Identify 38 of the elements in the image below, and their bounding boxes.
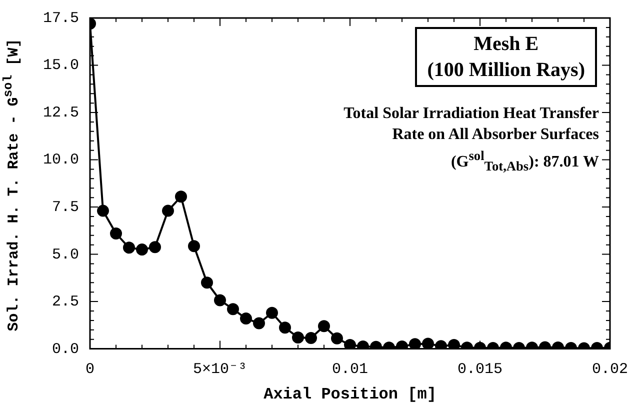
point xyxy=(422,338,434,349)
point xyxy=(292,331,304,344)
x-tick-label: 5×10⁻³ xyxy=(192,360,248,378)
x-tick-label: 0.015 xyxy=(457,360,503,378)
point xyxy=(175,190,187,203)
y-tick-label: 2.5 xyxy=(52,294,79,311)
x-tick-label: 0.02 xyxy=(592,360,628,378)
point xyxy=(97,204,109,217)
point xyxy=(344,339,356,349)
annotation: Mesh E (100 Million Rays) xyxy=(415,27,597,87)
point xyxy=(409,338,421,349)
point xyxy=(149,241,161,254)
point xyxy=(253,317,265,330)
y-tick-label: 7.5 xyxy=(52,198,79,216)
point xyxy=(136,244,148,256)
y-tick-label: 0.0 xyxy=(52,340,79,358)
y-tick-label: 12.5 xyxy=(42,104,79,122)
x-axis-title: Axial Position [m] xyxy=(264,385,436,404)
point xyxy=(266,306,278,319)
point xyxy=(318,320,330,332)
y-tick-label: 10.0 xyxy=(42,152,79,169)
point xyxy=(331,332,343,344)
x-tick-label: 0 xyxy=(85,360,95,378)
annotation: Total Solar Irradiation Heat Transfer Rate on All Absorber Surfaces (G$^{sol}$$_{Tot,Abs}$): 87.01 W xyxy=(342,104,599,176)
point xyxy=(123,242,135,254)
y-tick-label: 15.0 xyxy=(42,57,79,74)
point xyxy=(214,294,226,306)
point xyxy=(279,322,291,334)
point xyxy=(448,339,460,349)
y-tick-label: 17.5 xyxy=(42,10,79,27)
point xyxy=(227,303,239,316)
x-tick-label: 0.01 xyxy=(332,360,368,378)
point xyxy=(201,276,213,289)
point xyxy=(240,312,252,325)
point xyxy=(110,227,122,240)
y-tick-label: 5.0 xyxy=(52,246,79,264)
point xyxy=(162,204,174,217)
point xyxy=(188,240,200,252)
